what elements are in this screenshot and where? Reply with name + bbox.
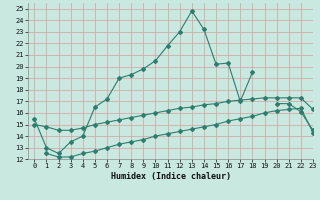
- X-axis label: Humidex (Indice chaleur): Humidex (Indice chaleur): [111, 172, 231, 181]
